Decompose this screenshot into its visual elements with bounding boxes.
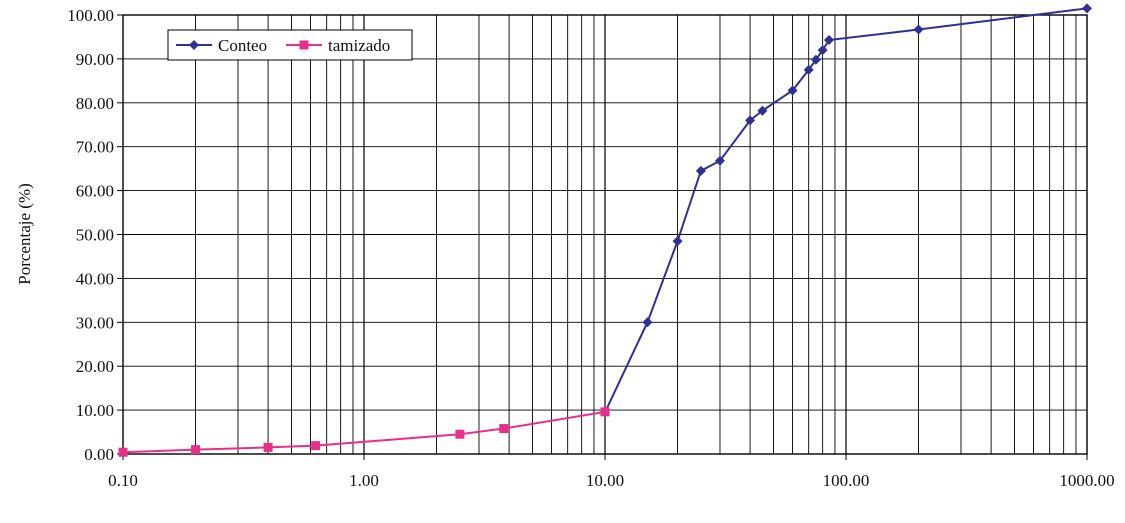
data-point-tamizado [455, 429, 465, 439]
y-tick-label: 50.00 [76, 226, 114, 245]
y-tick-label: 90.00 [76, 50, 114, 69]
data-point-conteo [672, 236, 683, 247]
y-axis-ticks: 0.00 10.00 20.00 30.00 40.00 50.00 60.00 70.00 8… [67, 6, 123, 464]
legend-marker-conteo [189, 40, 199, 50]
data-point-tamizado [499, 424, 509, 434]
y-tick-label: 30.00 [76, 313, 114, 332]
data-point-tamizado [191, 445, 201, 455]
series-markers [118, 3, 1092, 457]
data-point-tamizado [311, 441, 321, 451]
data-point-conteo [695, 165, 706, 176]
y-tick-label: 10.00 [76, 401, 114, 420]
data-point-conteo [714, 155, 725, 166]
x-tick-label: 1000.00 [1059, 471, 1114, 490]
data-point-conteo [810, 54, 821, 65]
data-point-tamizado [600, 407, 610, 417]
data-point-tamizado [118, 447, 128, 457]
x-tick-label: 1.00 [349, 471, 379, 490]
data-point-conteo [787, 85, 798, 96]
x-tick-label: 0.10 [108, 471, 138, 490]
data-point-conteo [803, 64, 814, 75]
y-tick-label: 80.00 [76, 94, 114, 113]
y-tick-label: 60.00 [76, 182, 114, 201]
x-axis-ticks: 0.10 1.00 10.00 100.00 1000.00 [108, 454, 1115, 490]
legend-label-conteo: Conteo [218, 36, 267, 55]
legend-marker-tamizado [299, 40, 309, 50]
y-tick-label: 0.00 [84, 445, 114, 464]
data-point-conteo [823, 35, 834, 46]
y-axis-label: Porcentaje (%) [15, 183, 34, 284]
y-tick-label: 20.00 [76, 357, 114, 376]
data-point-conteo [745, 115, 756, 126]
data-point-tamizado [263, 442, 273, 452]
horizontal-grid [123, 58, 1087, 411]
data-point-conteo [642, 317, 653, 328]
x-tick-label: 100.00 [823, 471, 870, 490]
data-point-conteo [913, 24, 924, 35]
data-point-conteo [757, 105, 768, 116]
y-tick-label: 100.00 [67, 6, 114, 25]
data-point-conteo [1082, 3, 1092, 14]
legend: Conteo tamizado [167, 29, 413, 61]
y-tick-label: 40.00 [76, 269, 114, 288]
x-tick-label: 10.00 [586, 471, 624, 490]
legend-label-tamizado: tamizado [328, 36, 390, 55]
y-tick-label: 70.00 [76, 138, 114, 157]
data-point-conteo [817, 45, 828, 56]
